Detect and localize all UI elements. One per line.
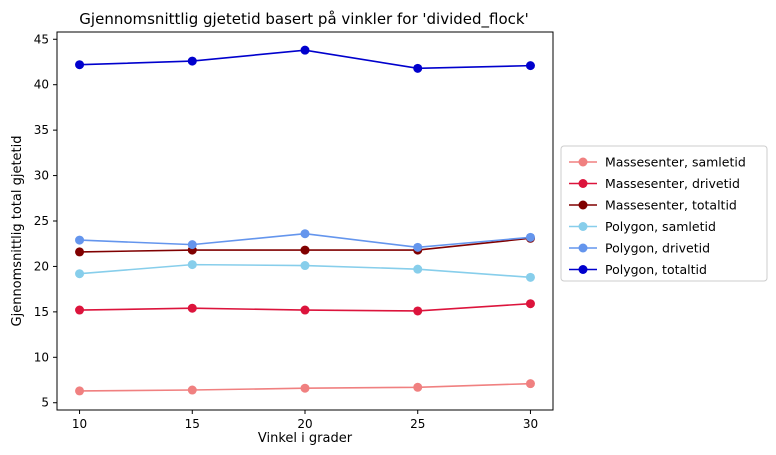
legend-label: Polygon, totaltid — [605, 262, 707, 277]
legend-item: Massesenter, drivetid — [569, 176, 740, 191]
data-point — [300, 261, 310, 271]
data-point — [300, 245, 310, 255]
data-point — [187, 260, 197, 270]
data-point — [187, 303, 197, 313]
series-layer — [75, 45, 535, 396]
data-point — [75, 386, 85, 396]
data-point — [187, 240, 197, 250]
data-point — [75, 60, 85, 70]
x-tick-label: 20 — [297, 417, 312, 431]
y-tick-label: 10 — [34, 350, 49, 364]
legend-marker — [578, 200, 588, 210]
legend-label: Massesenter, drivetid — [605, 176, 740, 191]
y-tick-label: 20 — [34, 259, 49, 273]
series-1 — [75, 299, 535, 316]
legend-label: Polygon, drivetid — [605, 241, 710, 256]
legend-label: Massesenter, samletid — [605, 155, 746, 170]
data-point — [525, 232, 535, 242]
data-point — [413, 242, 423, 252]
x-axis: 10 15 20 25 30 — [72, 410, 538, 431]
plot-area — [56, 31, 554, 411]
legend: Massesenter, samletid Massesenter, drivet… — [560, 145, 768, 282]
data-point — [187, 56, 197, 66]
legend-frame — [560, 145, 768, 282]
legend-item: Polygon, drivetid — [569, 241, 710, 256]
legend-marker — [578, 243, 588, 253]
data-point — [413, 382, 423, 392]
x-axis-label: Vinkel i grader — [258, 431, 353, 446]
data-point — [75, 269, 85, 279]
legend-item: Polygon, samletid — [569, 219, 716, 234]
y-tick-label: 15 — [34, 305, 49, 319]
x-tick-label: 15 — [185, 417, 200, 431]
series-0 — [75, 379, 535, 396]
legend-item: Massesenter, samletid — [569, 155, 746, 170]
y-tick-label: 5 — [41, 396, 49, 410]
y-tick-label: 25 — [34, 214, 49, 228]
data-point — [525, 379, 535, 389]
chart-title: Gjennomsnittlig gjetetid basert på vinkl… — [79, 10, 528, 29]
data-point — [413, 63, 423, 73]
data-point — [75, 247, 85, 257]
data-point — [300, 383, 310, 393]
data-point — [300, 229, 310, 239]
legend-item: Polygon, totaltid — [569, 262, 707, 277]
legend-item: Massesenter, totaltid — [569, 198, 737, 213]
legend-marker — [578, 222, 588, 231]
data-point — [525, 272, 535, 282]
series-4 — [75, 229, 535, 252]
data-point — [300, 305, 310, 315]
data-point — [525, 61, 535, 71]
x-tick-label: 30 — [523, 417, 538, 431]
legend-marker — [578, 179, 588, 188]
y-tick-label: 30 — [34, 169, 49, 183]
data-point — [300, 45, 310, 55]
x-tick-label: 25 — [410, 417, 425, 431]
data-point — [75, 235, 85, 245]
y-tick-label: 35 — [34, 123, 49, 137]
data-point — [413, 306, 423, 316]
legend-marker — [578, 265, 588, 274]
y-axis-label: Gjennomsnittlig total gjetetid — [10, 136, 25, 327]
legend-label: Polygon, samletid — [605, 219, 716, 234]
series-5 — [75, 45, 535, 73]
data-point — [525, 299, 535, 309]
x-tick-label: 10 — [72, 417, 87, 431]
y-tick-label: 40 — [34, 78, 49, 92]
legend-label: Massesenter, totaltid — [605, 198, 737, 213]
data-point — [187, 385, 197, 395]
series-3 — [75, 260, 535, 282]
data-point — [75, 305, 85, 315]
y-axis: 5 10 15 20 25 30 35 40 45 — [34, 32, 57, 410]
y-tick-label: 45 — [34, 32, 49, 46]
legend-marker — [578, 157, 588, 167]
data-point — [413, 264, 423, 274]
